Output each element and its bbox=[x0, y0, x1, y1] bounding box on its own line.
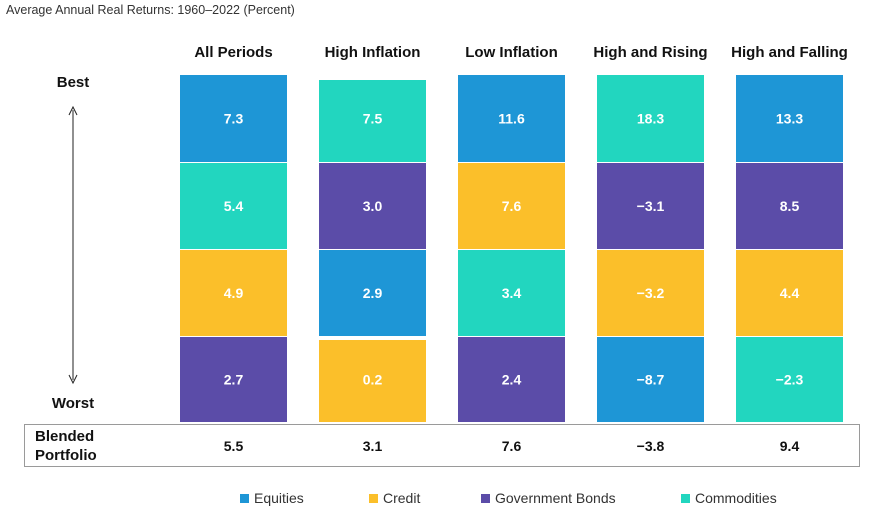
value-high-and-falling-commodities: −2.3 bbox=[776, 372, 804, 388]
value-high-and-rising-credit: −3.2 bbox=[637, 285, 665, 301]
cell-all-periods-credit bbox=[180, 250, 287, 336]
value-all-periods-commodities: 5.4 bbox=[224, 198, 244, 214]
blended-value-high-inflation: 3.1 bbox=[363, 438, 383, 454]
cell-high-and-rising-credit bbox=[597, 250, 704, 336]
cell-high-inflation-equities bbox=[319, 250, 426, 336]
cell-high-inflation-government-bonds bbox=[319, 163, 426, 249]
cell-low-inflation-commodities bbox=[458, 250, 565, 336]
value-high-inflation-government-bonds: 3.0 bbox=[363, 198, 383, 214]
column-header-low-inflation: Low Inflation bbox=[465, 44, 557, 61]
chart-subtitle: Average Annual Real Returns: 1960–2022 (… bbox=[6, 3, 295, 17]
value-high-and-rising-commodities: 18.3 bbox=[637, 111, 664, 127]
cell-high-inflation-credit bbox=[319, 340, 426, 422]
legend-label-commodities: Commodities bbox=[695, 490, 777, 506]
column-header-high-and-rising: High and Rising bbox=[593, 44, 707, 61]
value-high-and-rising-government-bonds: −3.1 bbox=[637, 198, 665, 214]
legend-swatch-government-bonds bbox=[481, 494, 490, 503]
value-high-and-rising-equities: −8.7 bbox=[637, 372, 665, 388]
value-all-periods-equities: 7.3 bbox=[224, 111, 244, 127]
value-all-periods-credit: 4.9 bbox=[224, 285, 244, 301]
cell-high-inflation-commodities bbox=[319, 80, 426, 162]
rank-arrow-down-head bbox=[68, 374, 78, 385]
blended-value-high-and-rising: −3.8 bbox=[637, 438, 665, 454]
best-label: Best bbox=[57, 74, 90, 91]
cell-high-and-falling-equities bbox=[736, 75, 843, 162]
blended-label-line2: Portfolio bbox=[35, 447, 97, 464]
value-high-inflation-credit: 0.2 bbox=[363, 372, 383, 388]
cell-all-periods-commodities bbox=[180, 163, 287, 249]
column-header-high-and-falling: High and Falling bbox=[731, 44, 848, 61]
blended-label-line1: Blended bbox=[35, 428, 94, 445]
cell-high-and-rising-government-bonds bbox=[597, 163, 704, 249]
legend-label-credit: Credit bbox=[383, 490, 420, 506]
cell-high-and-rising-equities bbox=[597, 337, 704, 422]
legend-label-government-bonds: Government Bonds bbox=[495, 490, 616, 506]
value-low-inflation-government-bonds: 2.4 bbox=[502, 372, 522, 388]
cell-high-and-rising-commodities bbox=[597, 75, 704, 162]
blended-row-box bbox=[24, 424, 860, 467]
cell-low-inflation-credit bbox=[458, 163, 565, 249]
value-high-and-falling-government-bonds: 8.5 bbox=[780, 198, 800, 214]
legend-swatch-commodities bbox=[681, 494, 690, 503]
legend-swatch-equities bbox=[240, 494, 249, 503]
value-high-inflation-equities: 2.9 bbox=[363, 285, 383, 301]
value-all-periods-government-bonds: 2.7 bbox=[224, 372, 244, 388]
blended-value-all-periods: 5.5 bbox=[224, 438, 244, 454]
column-header-all-periods: All Periods bbox=[194, 44, 272, 61]
value-low-inflation-commodities: 3.4 bbox=[502, 285, 522, 301]
legend-label-equities: Equities bbox=[254, 490, 304, 506]
value-low-inflation-equities: 11.6 bbox=[498, 111, 525, 127]
cell-high-and-falling-credit bbox=[736, 250, 843, 336]
blended-value-high-and-falling: 9.4 bbox=[780, 438, 800, 454]
value-low-inflation-credit: 7.6 bbox=[502, 198, 522, 214]
cell-high-and-falling-government-bonds bbox=[736, 163, 843, 249]
value-high-inflation-commodities: 7.5 bbox=[363, 111, 383, 127]
cell-low-inflation-government-bonds bbox=[458, 337, 565, 422]
blended-value-low-inflation: 7.6 bbox=[502, 438, 522, 454]
worst-label: Worst bbox=[52, 395, 94, 412]
cell-low-inflation-equities bbox=[458, 75, 565, 162]
rank-arrow-up-head bbox=[68, 105, 78, 116]
cell-all-periods-equities bbox=[180, 75, 287, 162]
cell-all-periods-government-bonds bbox=[180, 337, 287, 422]
legend-swatch-credit bbox=[369, 494, 378, 503]
cell-high-and-falling-commodities bbox=[736, 337, 843, 422]
column-header-high-inflation: High Inflation bbox=[325, 44, 421, 61]
value-high-and-falling-credit: 4.4 bbox=[780, 285, 800, 301]
value-high-and-falling-equities: 13.3 bbox=[776, 111, 803, 127]
